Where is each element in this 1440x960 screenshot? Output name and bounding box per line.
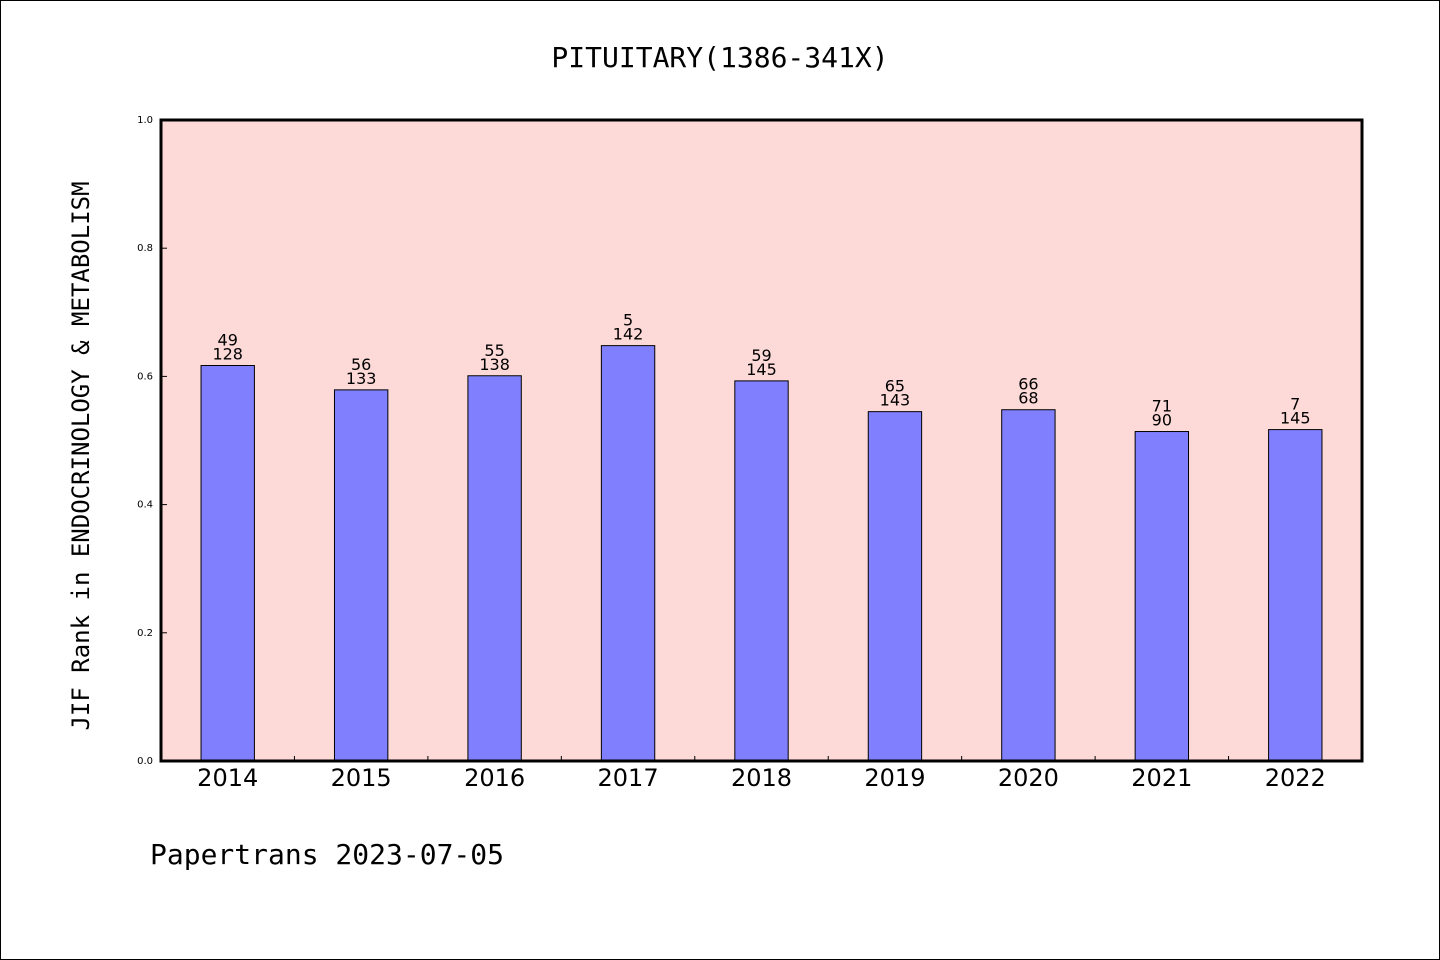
x-tick-label: 2018 [731,764,792,792]
bar-rank-label: 7 [1290,395,1300,414]
y-tick-label: 0.4 [137,500,153,511]
bar-rank-label: 55 [484,341,504,360]
y-axis-label: JIF Rank in ENDOCRINOLOGY & METABOLISM [67,181,95,730]
bar-rank-label: 49 [218,331,238,350]
x-tick-label: 2019 [864,764,925,792]
y-tick-label: 0.2 [137,628,153,639]
x-tick-label: 2015 [331,764,392,792]
x-tick-label: 2021 [1131,764,1192,792]
plot-frame [159,118,1364,763]
bar-total-label: 133 [346,369,377,388]
bar-rank-label: 66 [1018,375,1038,394]
y-tick-label: 1.0 [137,115,153,126]
bar-rank-label: 59 [751,346,771,365]
chart-title: PITUITARY(1386-341X) [551,41,888,74]
bar-total-label: 143 [880,391,911,410]
x-axis-ticks: 2014 2015 2016 2017 2018 2019 2020 2021 2022 [197,756,1326,792]
bar-total-label: 128 [212,345,243,364]
bar-total-label: 142 [613,325,644,344]
bar-2017 [600,345,656,762]
x-tick-label: 2022 [1265,764,1326,792]
bar-total-label: 68 [1018,389,1038,408]
bar-2018 [734,380,789,762]
bar-2022 [1268,429,1323,762]
bar-2021 [1134,431,1190,762]
bar-total-label: 145 [746,360,777,379]
bar-total-label: 138 [479,355,510,374]
bar-2015 [333,389,389,762]
x-tick-label: 2016 [464,764,525,792]
bar-rank-label: 71 [1152,397,1172,416]
bar-total-label: 90 [1152,411,1172,430]
footer-text: Papertrans 2023-07-05 [150,838,504,871]
x-tick-label: 2020 [998,764,1059,792]
y-tick-label: 0.6 [137,371,153,382]
bar-2016 [467,375,522,762]
x-tick-label: 2017 [598,764,659,792]
bar-2020 [1001,409,1056,762]
bar-2019 [867,411,923,762]
bar-total-label: 145 [1280,409,1311,428]
bar-rank-label: 65 [885,377,905,396]
x-tick-label: 2014 [197,764,258,792]
y-tick-label: 0.8 [137,243,153,254]
bar-rank-label: 56 [351,355,371,374]
y-tick-label: 0.0 [137,756,153,767]
bars-group [200,345,1323,762]
bar-2014 [200,365,255,762]
bar-rank-label: 5 [623,311,633,330]
